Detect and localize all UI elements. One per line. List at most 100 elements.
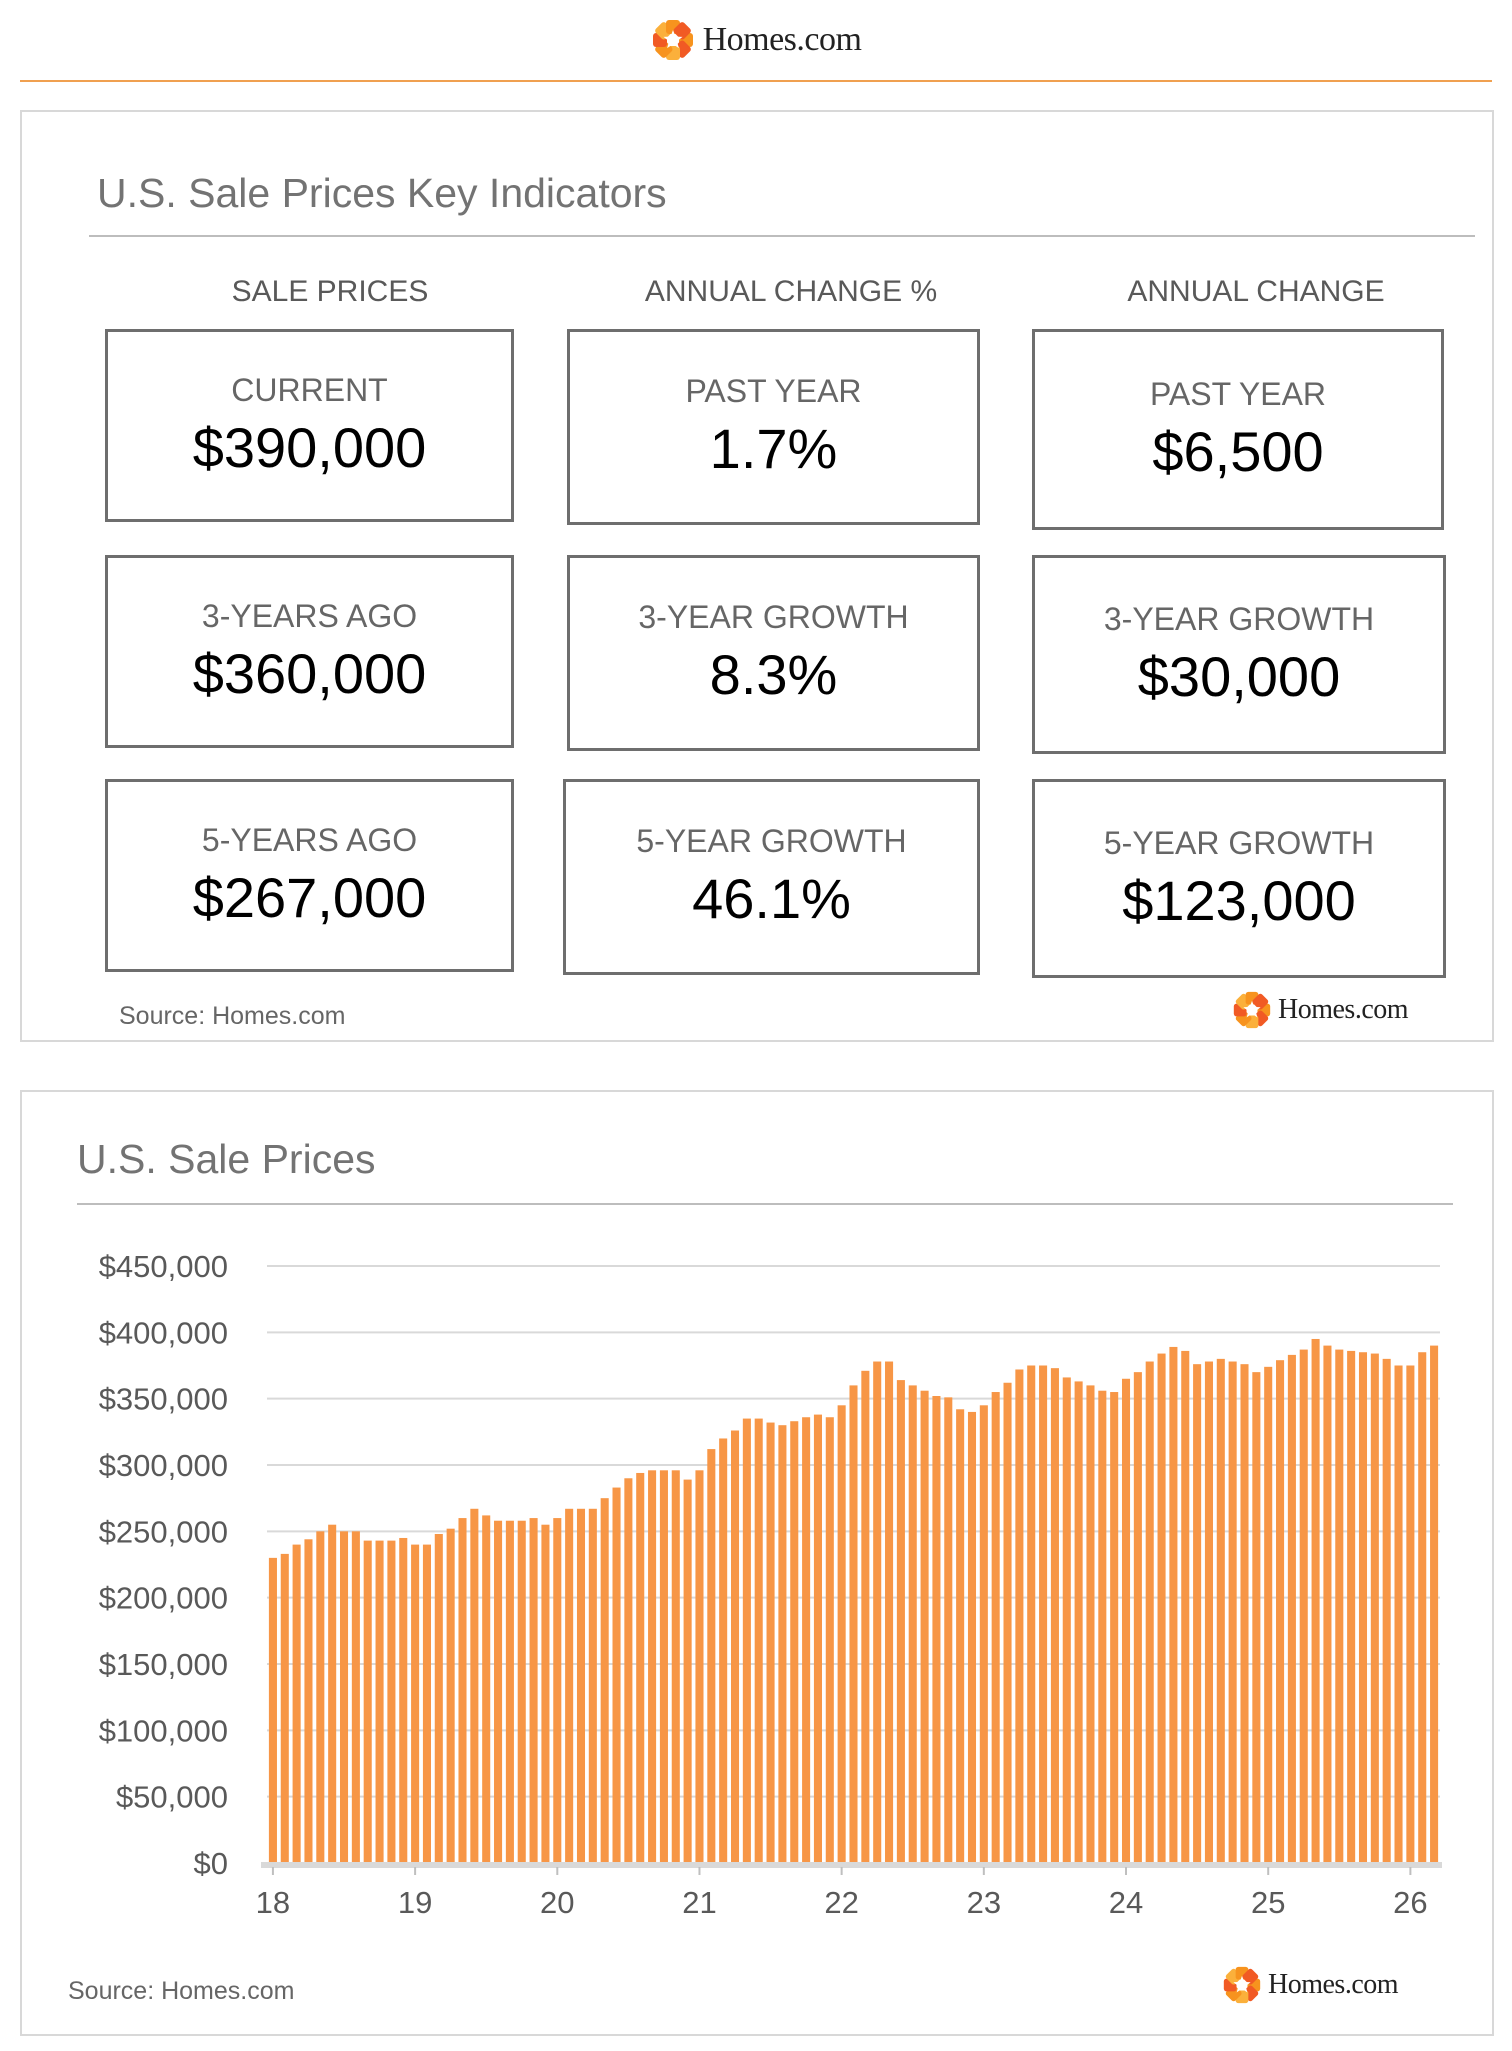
card-value: $30,000 <box>1137 644 1341 708</box>
indicator-card-current: CURRENT $390,000 <box>105 329 514 522</box>
logo-tile <box>1252 993 1269 1010</box>
price-bar <box>1347 1350 1356 1863</box>
price-bar <box>1430 1345 1439 1863</box>
price-bar <box>1027 1365 1036 1863</box>
y-tick-label: $200,000 <box>99 1581 228 1616</box>
price-bar <box>1133 1372 1142 1863</box>
price-bar <box>1050 1368 1059 1863</box>
footer-logo[interactable]: Homes.com <box>1232 990 1409 1030</box>
indicator-card-5-year-growth-pct: 5-YEAR GROWTH 46.1% <box>563 779 980 975</box>
price-bar <box>790 1421 799 1863</box>
price-bar <box>956 1409 965 1863</box>
card-value: $390,000 <box>192 415 427 479</box>
price-bar <box>1157 1353 1166 1863</box>
price-bar <box>494 1520 503 1863</box>
price-bar <box>434 1533 443 1863</box>
header-logo[interactable]: Homes.com <box>0 10 1512 70</box>
price-bar <box>541 1524 550 1863</box>
card-value: 1.7% <box>709 417 838 480</box>
logo-tile <box>673 22 691 40</box>
price-bar <box>1323 1345 1332 1863</box>
price-bar <box>1145 1361 1154 1863</box>
price-bar <box>766 1422 775 1863</box>
y-tick-label: $0 <box>194 1846 228 1881</box>
y-tick-label: $450,000 <box>99 1249 228 1284</box>
indicator-card-3-year-growth-amount: 3-YEAR GROWTH $30,000 <box>1032 555 1446 754</box>
x-tick-label: 21 <box>682 1885 716 1920</box>
price-bar <box>565 1508 574 1863</box>
price-bar <box>612 1487 621 1863</box>
price-bar <box>316 1531 325 1863</box>
price-bar <box>885 1361 894 1863</box>
price-bar <box>482 1515 491 1863</box>
price-bar <box>422 1544 431 1863</box>
x-tick-label: 18 <box>256 1885 290 1920</box>
price-bar <box>1015 1369 1024 1863</box>
brand-name: Homes.com <box>702 21 862 58</box>
price-bar <box>1181 1350 1190 1863</box>
card-label: 3-YEAR GROWTH <box>638 599 909 635</box>
price-bar <box>873 1361 882 1863</box>
price-bar <box>387 1540 396 1863</box>
chart-title: U.S. Sale Prices <box>77 1136 376 1182</box>
card-label: PAST YEAR <box>1149 375 1327 412</box>
card-value: $267,000 <box>192 865 427 929</box>
price-bar <box>636 1472 645 1863</box>
homes-logo-icon <box>652 20 693 60</box>
price-bar <box>1406 1365 1415 1863</box>
price-bar <box>707 1449 716 1863</box>
price-bar <box>1264 1366 1273 1863</box>
price-bar <box>470 1508 479 1863</box>
price-bar <box>363 1540 372 1863</box>
logo-star <box>1243 1000 1261 1018</box>
price-bar <box>1062 1377 1071 1863</box>
price-bar <box>967 1411 977 1863</box>
column-heading-annual-change: ANNUAL CHANGE <box>1127 275 1385 308</box>
card-label: 3-YEAR GROWTH <box>1103 600 1375 637</box>
price-bar <box>896 1380 905 1863</box>
indicator-card-3-year-growth-pct: 3-YEAR GROWTH 8.3% <box>567 555 980 751</box>
price-bar <box>1039 1365 1048 1863</box>
y-tick-label: $100,000 <box>99 1713 228 1748</box>
price-bar <box>979 1405 988 1863</box>
price-bar <box>1110 1392 1119 1863</box>
price-bar <box>944 1397 953 1863</box>
price-bar <box>458 1518 467 1863</box>
price-bar <box>1003 1382 1012 1863</box>
title-divider <box>89 235 1475 237</box>
price-bar <box>1370 1353 1379 1863</box>
price-bar <box>802 1417 811 1863</box>
logo-tile <box>1242 1968 1259 1985</box>
price-bar <box>529 1518 538 1863</box>
y-tick-label: $250,000 <box>99 1514 228 1549</box>
card-label: 5-YEAR GROWTH <box>1103 824 1375 861</box>
price-bar <box>1121 1378 1131 1863</box>
price-bar <box>1240 1364 1249 1863</box>
price-bar <box>1252 1372 1261 1863</box>
price-bar <box>659 1470 668 1863</box>
card-label: PAST YEAR <box>685 373 862 409</box>
sale-prices-chart: $0 $50,000 $100,000 $150,000 $200,000 $250,00… <box>99 1249 1442 1920</box>
price-bar <box>505 1520 514 1863</box>
brand-name: Homes.com <box>1278 994 1409 1025</box>
price-bar <box>1358 1352 1368 1863</box>
indicator-card-3-years-ago: 3-YEARS AGO $360,000 <box>105 555 514 748</box>
price-bar <box>1074 1381 1083 1863</box>
price-bar <box>375 1540 384 1863</box>
card-value: 46.1% <box>692 867 851 930</box>
price-bar <box>1169 1346 1178 1863</box>
price-bar <box>648 1470 657 1863</box>
price-bar <box>351 1531 360 1863</box>
price-bar <box>778 1425 787 1863</box>
price-bar <box>991 1392 1000 1863</box>
price-bar <box>861 1370 870 1863</box>
footer-logo[interactable]: Homes.com <box>1222 1965 1399 2005</box>
price-bar <box>908 1385 917 1863</box>
column-heading-annual-change-pct: ANNUAL CHANGE % <box>644 275 938 308</box>
price-bar <box>1311 1338 1320 1863</box>
price-bar <box>1216 1358 1225 1863</box>
column-heading-sale-prices: SALE PRICES <box>231 275 429 308</box>
price-bar <box>1299 1349 1308 1863</box>
price-bar <box>825 1417 834 1863</box>
y-tick-label: $350,000 <box>99 1382 228 1417</box>
